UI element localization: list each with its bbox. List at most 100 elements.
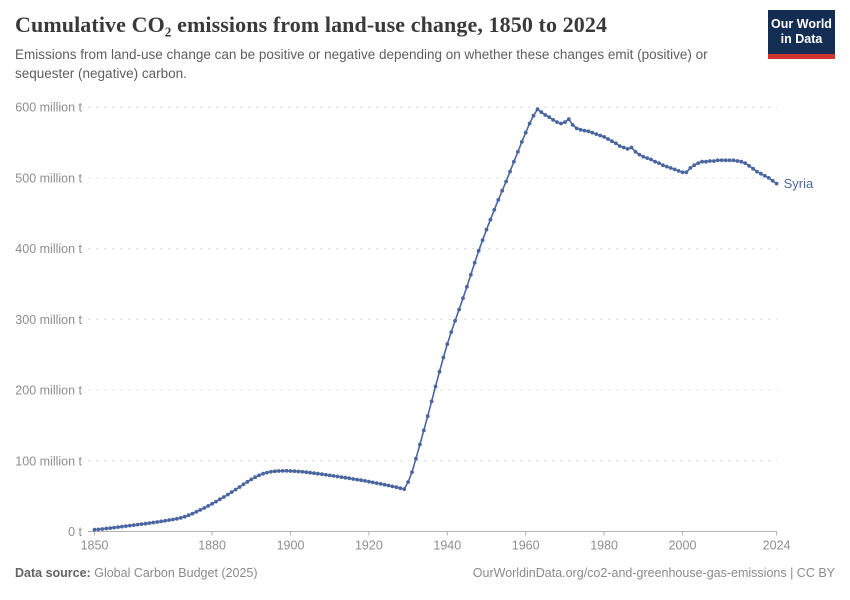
- data-point[interactable]: [190, 511, 195, 516]
- data-point[interactable]: [261, 471, 265, 476]
- data-point[interactable]: [539, 110, 544, 115]
- data-point[interactable]: [578, 127, 583, 132]
- data-point[interactable]: [214, 499, 218, 504]
- data-point[interactable]: [661, 163, 665, 168]
- data-point[interactable]: [712, 159, 716, 163]
- data-point[interactable]: [606, 137, 610, 141]
- data-point[interactable]: [343, 475, 348, 480]
- data-point[interactable]: [574, 126, 579, 131]
- data-point[interactable]: [194, 509, 199, 514]
- data-point[interactable]: [614, 141, 618, 146]
- data-point[interactable]: [127, 523, 132, 528]
- data-point[interactable]: [559, 121, 563, 126]
- data-point[interactable]: [421, 428, 426, 433]
- data-point[interactable]: [453, 318, 457, 323]
- data-point[interactable]: [167, 518, 171, 522]
- data-point[interactable]: [743, 161, 748, 165]
- data-point[interactable]: [171, 517, 175, 522]
- data-point[interactable]: [653, 159, 657, 164]
- data-point[interactable]: [582, 128, 587, 133]
- data-point[interactable]: [182, 514, 187, 519]
- data-point[interactable]: [198, 508, 203, 512]
- data-point[interactable]: [637, 152, 642, 157]
- data-point[interactable]: [178, 516, 183, 520]
- data-point[interactable]: [269, 469, 273, 474]
- data-point[interactable]: [770, 178, 775, 183]
- data-point[interactable]: [610, 139, 614, 144]
- data-point[interactable]: [672, 167, 677, 172]
- data-point[interactable]: [684, 170, 689, 175]
- data-point[interactable]: [465, 284, 469, 289]
- data-point[interactable]: [657, 161, 661, 165]
- data-point[interactable]: [131, 523, 136, 527]
- data-point[interactable]: [327, 473, 332, 478]
- data-point[interactable]: [488, 217, 493, 222]
- data-point[interactable]: [210, 501, 215, 506]
- data-point[interactable]: [484, 227, 489, 232]
- data-point[interactable]: [414, 456, 418, 461]
- data-point[interactable]: [527, 121, 532, 126]
- data-point[interactable]: [586, 129, 591, 134]
- data-point[interactable]: [719, 158, 724, 163]
- data-point[interactable]: [96, 527, 101, 532]
- data-point[interactable]: [547, 115, 552, 119]
- data-point[interactable]: [457, 307, 461, 312]
- data-point[interactable]: [139, 522, 144, 526]
- data-point[interactable]: [339, 475, 344, 479]
- data-point[interactable]: [512, 159, 516, 164]
- data-point[interactable]: [135, 522, 140, 527]
- data-point[interactable]: [147, 521, 152, 525]
- data-point[interactable]: [418, 442, 422, 447]
- data-point[interactable]: [272, 469, 277, 474]
- data-point[interactable]: [386, 483, 391, 488]
- data-point[interactable]: [516, 149, 520, 154]
- data-point[interactable]: [104, 526, 109, 531]
- data-point[interactable]: [621, 145, 626, 150]
- data-point[interactable]: [700, 159, 704, 164]
- data-point[interactable]: [284, 468, 289, 473]
- data-point[interactable]: [402, 487, 407, 491]
- data-point[interactable]: [398, 486, 403, 491]
- data-point[interactable]: [257, 473, 261, 478]
- chart-canvas[interactable]: 0 t 100 million t 200 million t 300 million…: [0, 95, 850, 565]
- data-point[interactable]: [696, 161, 701, 165]
- data-point[interactable]: [241, 482, 246, 487]
- data-point[interactable]: [731, 158, 736, 163]
- data-point[interactable]: [664, 164, 669, 169]
- data-point[interactable]: [551, 118, 555, 122]
- data-point[interactable]: [602, 135, 606, 139]
- data-point[interactable]: [163, 518, 168, 523]
- data-point[interactable]: [676, 169, 681, 173]
- data-point[interactable]: [276, 469, 281, 473]
- credit-link[interactable]: OurWorldinData.org/co2-and-greenhouse-ga…: [472, 566, 835, 580]
- data-point[interactable]: [598, 133, 603, 138]
- data-point[interactable]: [433, 384, 438, 389]
- data-point[interactable]: [543, 113, 548, 117]
- data-point[interactable]: [265, 470, 269, 475]
- data-point[interactable]: [249, 477, 254, 482]
- data-point[interactable]: [320, 472, 324, 477]
- data-point[interactable]: [355, 477, 359, 482]
- data-point[interactable]: [449, 330, 454, 334]
- data-point[interactable]: [625, 147, 630, 151]
- data-point[interactable]: [723, 158, 728, 163]
- data-point[interactable]: [229, 490, 234, 494]
- data-point[interactable]: [359, 478, 363, 483]
- data-point[interactable]: [124, 524, 128, 528]
- data-point[interactable]: [222, 495, 226, 499]
- data-point[interactable]: [347, 476, 352, 481]
- data-point[interactable]: [296, 469, 301, 474]
- data-point[interactable]: [531, 113, 536, 118]
- data-point[interactable]: [496, 198, 501, 202]
- data-point[interactable]: [519, 140, 524, 144]
- data-point[interactable]: [410, 470, 414, 474]
- data-point[interactable]: [120, 524, 124, 529]
- data-point[interactable]: [480, 238, 485, 243]
- data-point[interactable]: [316, 471, 320, 476]
- data-point[interactable]: [425, 414, 430, 419]
- data-point[interactable]: [378, 482, 383, 486]
- data-point[interactable]: [508, 169, 512, 174]
- data-point[interactable]: [566, 117, 571, 122]
- data-point[interactable]: [437, 369, 442, 374]
- data-point[interactable]: [323, 472, 328, 477]
